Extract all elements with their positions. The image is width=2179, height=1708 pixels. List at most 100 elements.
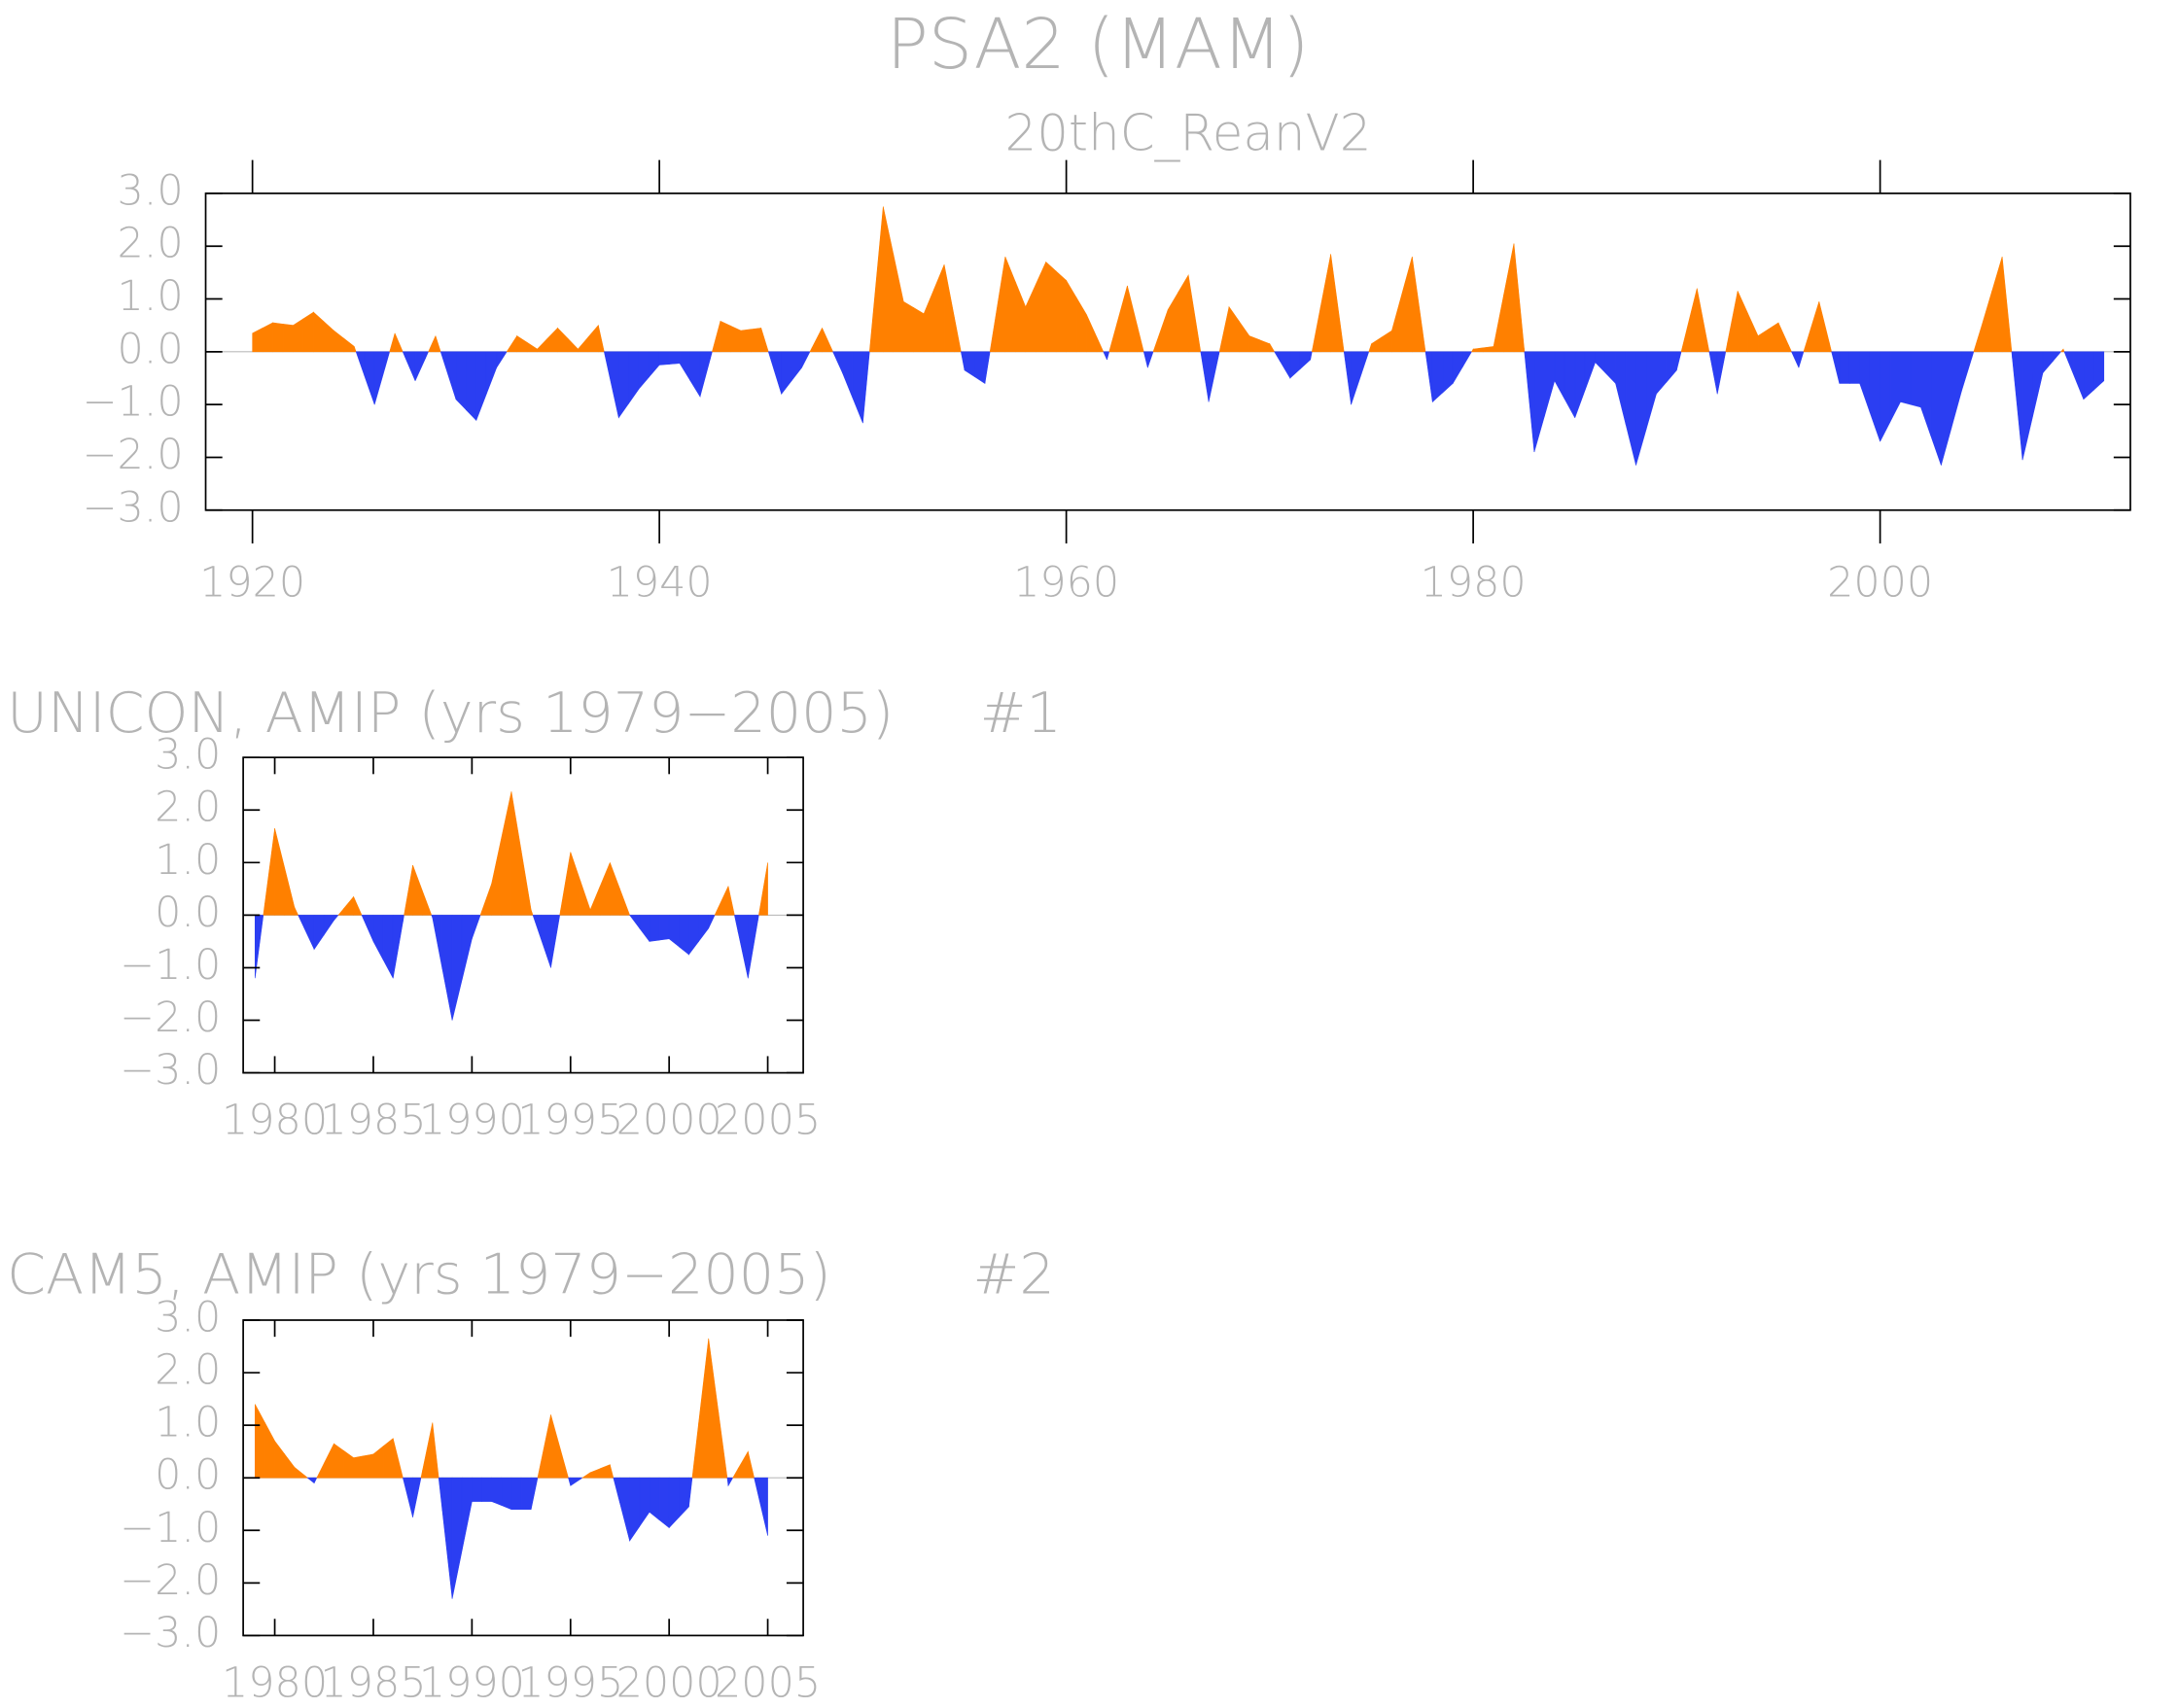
area-fill <box>1554 351 1565 400</box>
area-fill <box>550 915 561 968</box>
y-tick-label: 0.0 <box>155 889 221 937</box>
area-fill <box>2053 351 2062 363</box>
x-tick-label: 1995 <box>517 1097 623 1145</box>
area-fill <box>757 1477 768 1536</box>
x-tick-label: 1920 <box>199 558 305 607</box>
area-fill <box>1645 351 1657 431</box>
area-fill <box>1788 344 1792 353</box>
area-fill <box>770 351 782 395</box>
area-fill <box>303 915 315 950</box>
area-fill <box>343 337 355 353</box>
area-fill <box>472 1477 482 1502</box>
area-fill <box>1096 336 1105 353</box>
area-fill <box>629 1477 641 1543</box>
area-fill <box>432 915 443 969</box>
area-fill <box>2093 351 2105 391</box>
area-fill <box>1818 301 1830 353</box>
area-fill <box>1951 351 1962 429</box>
area-fill <box>995 257 1006 353</box>
area-fill <box>1299 351 1312 370</box>
area-fill <box>727 1477 734 1487</box>
area-fill <box>389 332 396 353</box>
area-fill <box>718 1412 728 1479</box>
area-fill <box>1604 351 1616 385</box>
area-fill <box>1768 322 1779 353</box>
area-fill <box>438 1477 443 1512</box>
x-tick-label: 1985 <box>320 1658 426 1707</box>
area-fill <box>658 351 670 366</box>
y-tick-label: 2.0 <box>155 784 221 832</box>
area-fill <box>501 1477 512 1511</box>
area-fill <box>1391 294 1403 353</box>
area-fill <box>960 351 966 370</box>
area-fill <box>306 1477 315 1484</box>
annotation: #1 <box>980 681 1062 746</box>
area-fill <box>1280 351 1291 380</box>
area-fill <box>1747 313 1759 353</box>
area-fill <box>520 851 532 916</box>
area-fill <box>435 335 441 353</box>
area-fill <box>2083 351 2094 401</box>
area-fill <box>801 351 811 368</box>
area-fill <box>439 351 446 368</box>
area-fill <box>1147 351 1154 368</box>
area-fill <box>496 351 508 369</box>
y-tick-label: −1.0 <box>83 378 184 427</box>
area-fill <box>737 915 749 979</box>
area-fill <box>852 351 863 424</box>
area-fill <box>619 1477 630 1542</box>
area-fill <box>282 324 294 353</box>
area-fill <box>748 1451 755 1479</box>
area-fill <box>364 351 375 405</box>
area-fill <box>1200 351 1210 402</box>
area-fill <box>1066 279 1077 353</box>
area-fill <box>392 1438 404 1479</box>
area-fill <box>461 915 473 980</box>
area-fill <box>570 1477 581 1486</box>
area-fill <box>334 915 339 922</box>
area-fill <box>343 1449 354 1479</box>
area-fill <box>1167 291 1178 353</box>
area-fill <box>404 864 413 916</box>
area-fill <box>668 915 680 948</box>
area-fill <box>587 324 599 353</box>
area-fill <box>254 1404 265 1479</box>
area-fill <box>1343 351 1352 405</box>
area-fill <box>1777 322 1789 353</box>
area-fill <box>1319 254 1331 353</box>
area-fill <box>1340 329 1345 353</box>
area-fill <box>1584 351 1596 391</box>
area-fill <box>613 1477 620 1503</box>
area-fill <box>414 351 426 381</box>
area-fill <box>1055 270 1067 353</box>
area-fill <box>1381 330 1392 353</box>
area-fill <box>658 915 670 941</box>
area-fill <box>323 1443 334 1479</box>
area-fill <box>1107 351 1110 361</box>
area-fill <box>712 321 721 353</box>
x-tick-label: 1985 <box>320 1097 426 1145</box>
area-fill <box>1848 351 1860 384</box>
y-tick-label: 3.0 <box>117 166 183 215</box>
area-fill <box>923 289 934 353</box>
x-tick-label: 1995 <box>517 1658 623 1707</box>
annotation: #2 <box>972 1243 1054 1307</box>
area-fill <box>355 351 366 376</box>
area-fill <box>832 351 843 373</box>
area-fill <box>516 335 528 353</box>
area-fill <box>974 351 986 384</box>
area-fill <box>2073 351 2085 400</box>
area-fill <box>1839 351 1850 384</box>
area-fill <box>629 915 641 929</box>
area-fill <box>984 351 991 384</box>
x-tick-label: 2000 <box>616 1658 722 1707</box>
area-fill <box>603 351 610 372</box>
area-fill <box>1524 351 1535 453</box>
area-fill <box>781 351 792 396</box>
area-fill <box>1880 351 1891 442</box>
area-fill <box>1368 343 1372 353</box>
area-fill <box>1708 351 1718 395</box>
area-fill <box>1809 301 1820 353</box>
y-tick-label: −1.0 <box>120 941 221 990</box>
area-fill <box>568 1477 572 1486</box>
